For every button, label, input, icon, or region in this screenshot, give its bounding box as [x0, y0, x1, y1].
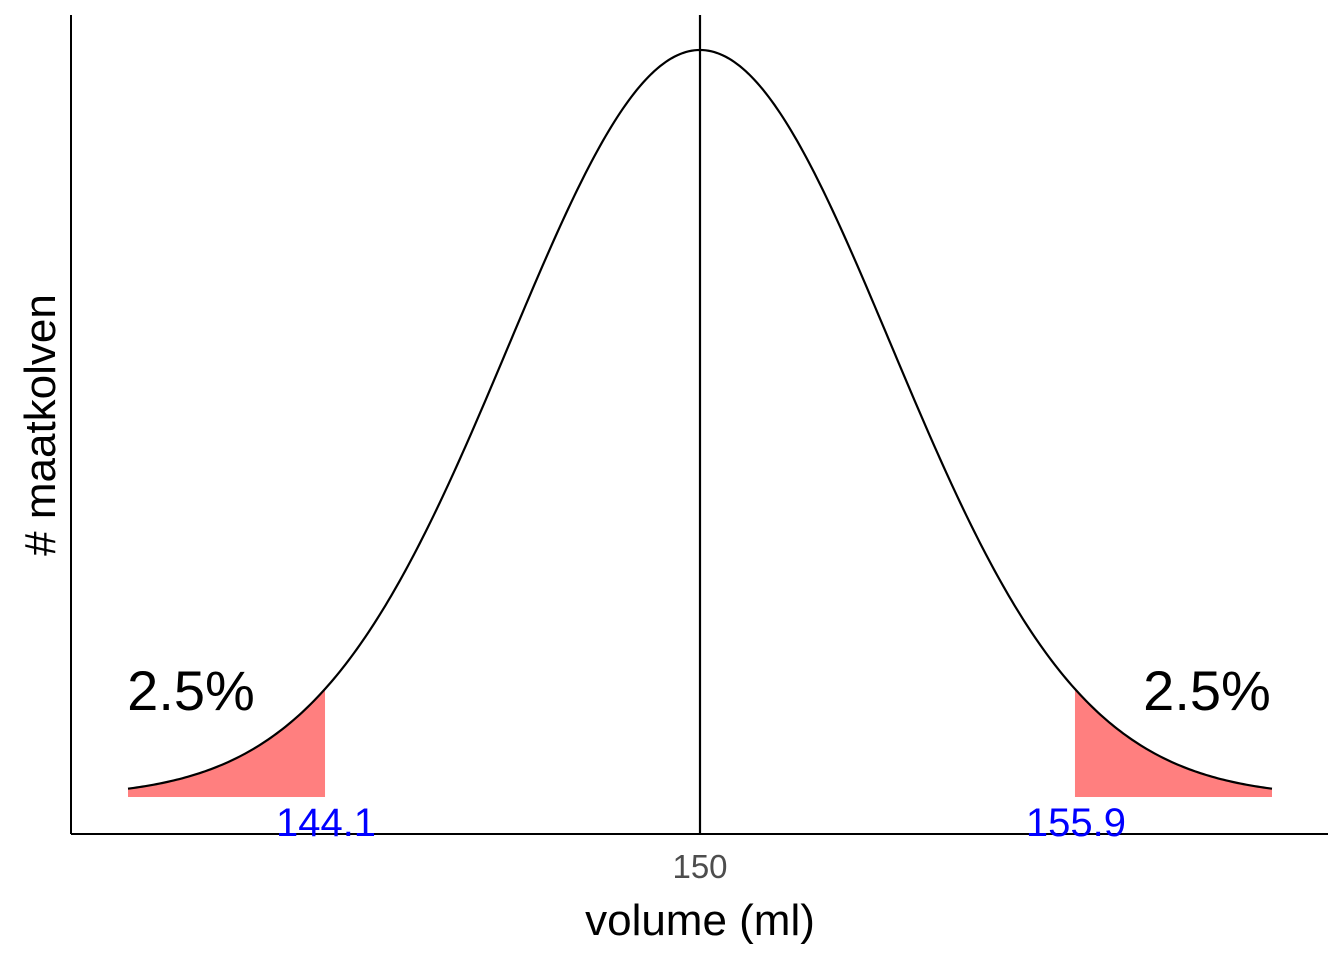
tail-percent-label-right: 2.5% [1143, 659, 1271, 722]
annotation-labels: 144.1 155.9 2.5% 2.5% [127, 659, 1271, 845]
critical-value-label: 155.9 [1026, 801, 1126, 845]
tail-area-left [128, 689, 326, 797]
critical-value-label: 144.1 [276, 801, 376, 845]
x-tick-label: 150 [672, 848, 727, 885]
x-ticks: 150 [672, 848, 727, 885]
tail-percent-label-left: 2.5% [127, 659, 255, 722]
y-axis-title: # maatkolven [16, 294, 65, 556]
x-axis-title: volume (ml) [585, 896, 815, 945]
tails-layer [128, 689, 1272, 797]
tail-area-right [1074, 689, 1272, 797]
